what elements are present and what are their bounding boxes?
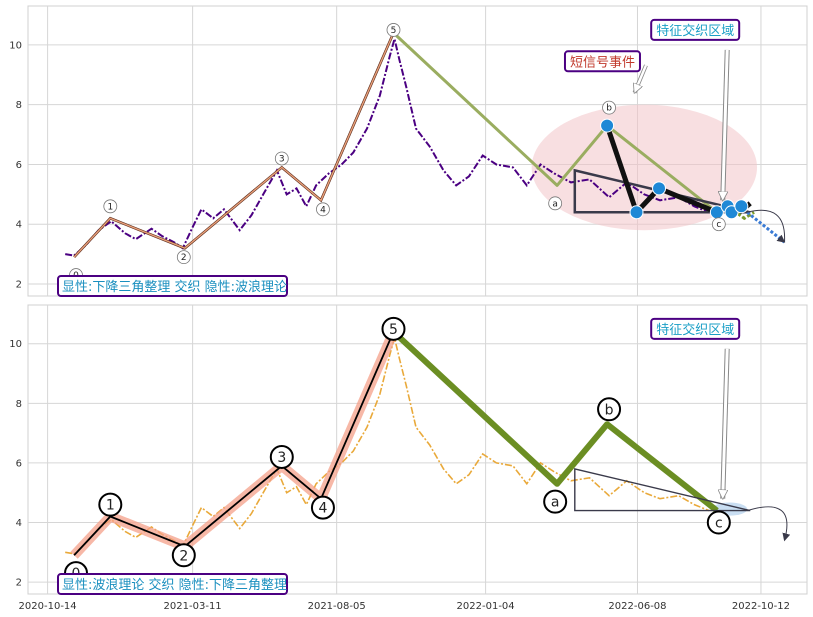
wave-label-text: 5 — [389, 322, 398, 338]
caption-text: 显性:波浪理论 交织 隐性:下降三角整理 — [62, 577, 287, 593]
pivot-marker — [600, 118, 615, 133]
wave-label-text: 2 — [179, 548, 188, 564]
wave-label-text: b — [605, 402, 614, 418]
wave-path-line — [73, 331, 395, 556]
wave-label-text: 2 — [181, 253, 187, 263]
abc-path-line — [391, 329, 719, 513]
x-tick-label: 2020-10-14 — [19, 601, 77, 612]
annotation-arrow — [723, 49, 729, 200]
y-tick-label: 10 — [9, 40, 22, 51]
x-tick-label: 2022-10-12 — [732, 601, 790, 612]
y-tick-label: 8 — [16, 399, 22, 410]
pivot-marker — [652, 181, 667, 196]
wave-label-circle — [274, 151, 289, 166]
wave-label-circle — [386, 23, 401, 37]
wave-label-text: c — [715, 515, 723, 531]
wave-label-text: 5 — [391, 26, 397, 36]
x-tick-label: 2022-06-08 — [608, 601, 666, 612]
wave-label-circle — [98, 492, 123, 517]
caption-box — [57, 275, 288, 297]
y-tick-label: 6 — [16, 160, 22, 171]
wave-label-text: 3 — [279, 154, 285, 164]
wave-label-circle — [269, 444, 294, 469]
wave-label-circle — [711, 217, 726, 232]
wave-label-text: b — [606, 104, 612, 114]
wave-label-circle — [103, 199, 118, 214]
wave-label-circle — [316, 202, 330, 217]
y-tick-label: 6 — [16, 458, 22, 469]
panel-content — [65, 329, 791, 559]
annotation-text: 短信号事件 — [570, 55, 635, 70]
wave-label-circle — [381, 316, 406, 341]
pivot-marker — [629, 205, 644, 220]
y-tick-label: 4 — [16, 220, 22, 231]
wave-label-circle — [548, 196, 563, 211]
pivot-marker — [734, 199, 749, 214]
wave-label-circle — [171, 543, 196, 568]
wave-label-circle — [602, 100, 616, 115]
annotation-arrow — [723, 348, 729, 499]
wave-label-text: 4 — [318, 501, 327, 517]
caption-box — [57, 573, 288, 595]
wave-label-text: 1 — [107, 202, 113, 212]
annotation-box — [650, 317, 741, 340]
y-tick-label: 4 — [16, 518, 22, 529]
annotation-box — [650, 18, 741, 41]
wave-label-circle — [310, 495, 335, 520]
forecast-curve — [747, 506, 791, 542]
annotation-arrow — [635, 64, 648, 92]
wave-label-text: 4 — [320, 205, 326, 215]
annotation-box — [563, 50, 641, 73]
wave-label-circle — [706, 510, 731, 535]
panel-top: 246810012345abc短信号事件特征交织区域显性:下降三角整理 交织 隐… — [9, 5, 808, 297]
wave-label-text: c — [716, 220, 721, 230]
forecast-arrow — [746, 211, 786, 244]
x-tick-label: 2021-08-05 — [308, 601, 366, 612]
annotation-text: 特征交织区域 — [656, 322, 734, 338]
wave-label-text: a — [551, 495, 560, 511]
wave-path-line — [73, 32, 395, 258]
x-tick-label: 2022-01-04 — [457, 601, 515, 612]
wave-label-text: a — [552, 199, 558, 209]
annotation-text: 特征交织区域 — [656, 23, 734, 39]
plot-area — [27, 304, 808, 595]
y-tick-label: 8 — [16, 100, 22, 111]
triangle-pattern — [574, 468, 751, 512]
wave-label-circle — [176, 250, 191, 265]
wave-label-circle — [597, 397, 622, 422]
wave-label-text: 3 — [277, 450, 286, 466]
wave-label-circle — [543, 489, 568, 514]
y-tick-label: 2 — [16, 578, 22, 589]
y-tick-label: 2 — [16, 280, 22, 291]
caption-text: 显性:下降三角整理 交织 隐性:波浪理论 — [62, 279, 287, 295]
abc-path-line — [392, 31, 718, 214]
wave-label-text: 1 — [106, 498, 115, 514]
x-tick-label: 2021-03-11 — [164, 601, 222, 612]
panel-bottom: 2 4 6 8 10 2020-10-14 2021-03-11 2021-08-05 2022… — [9, 304, 808, 612]
forecast-curve — [747, 209, 785, 243]
y-tick-label: 10 — [9, 339, 22, 350]
panel-content — [65, 31, 786, 258]
